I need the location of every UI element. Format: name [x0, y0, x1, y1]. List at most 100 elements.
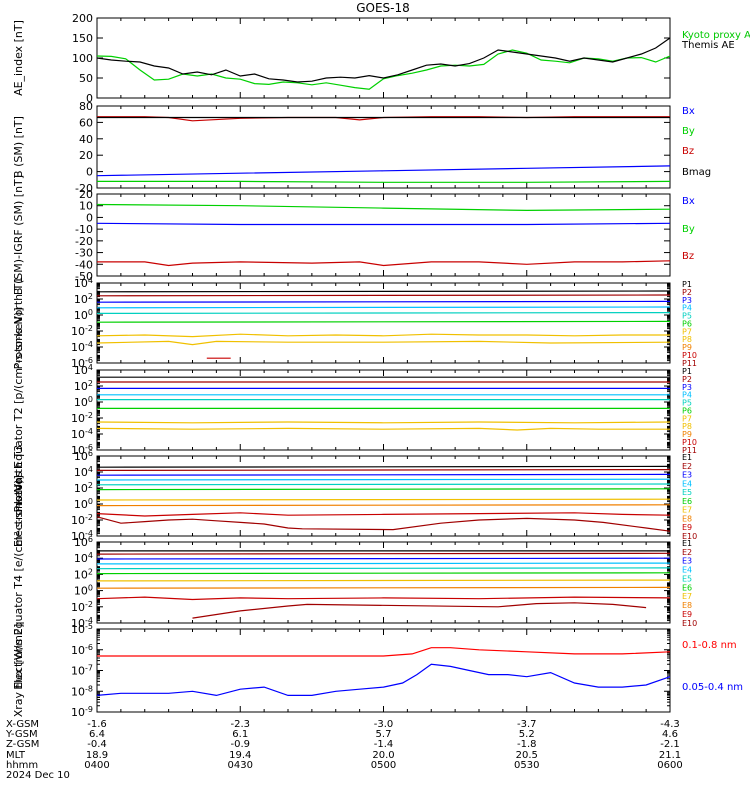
- y-tick-label: -20: [75, 235, 93, 248]
- series-line: [96, 512, 671, 517]
- y-axis-label: Xray flux [W/m2]: [12, 624, 25, 718]
- series-line: [96, 333, 670, 338]
- y-tick-label: 10-2: [71, 324, 93, 338]
- series-line: [96, 663, 671, 697]
- orbit-row-label: X-GSM: [6, 719, 39, 730]
- y-tick-label: 102: [74, 567, 93, 581]
- orbit-cell: 0530: [514, 760, 539, 771]
- legend-entry: Bz: [682, 146, 694, 157]
- y-tick-label: 0: [86, 211, 93, 224]
- legend-entry: E4: [682, 566, 692, 575]
- legend-entry: P2: [682, 375, 692, 384]
- series-line: [192, 602, 647, 619]
- legend-entry: P3: [682, 296, 692, 305]
- y-tick-label: 40: [79, 133, 93, 146]
- legend-entry: E3: [682, 557, 692, 566]
- series-line: [96, 567, 671, 570]
- legend-entry: P11: [682, 446, 697, 455]
- orbit-cell: 0400: [84, 760, 109, 771]
- y-tick-label: 10-2: [71, 513, 93, 527]
- series-line: [96, 516, 671, 532]
- y-axis-label: Electrons North T3: [12, 445, 25, 547]
- y-axis-label: Protons Equator T2 [p/(cm²-s-sr-keV)]: [12, 307, 25, 512]
- series-line: [96, 312, 671, 314]
- series-line: [96, 320, 671, 323]
- series-line: [96, 49, 671, 90]
- legend-entry: By: [682, 224, 695, 235]
- legend-entry: 0.1-0.8 nm: [682, 640, 737, 651]
- y-axis-label: Protons North T1: [12, 277, 25, 370]
- legend-entry: E5: [682, 574, 692, 583]
- series-line: [96, 498, 671, 501]
- orbit-cell: 4.6: [662, 729, 678, 740]
- series-line: [96, 552, 671, 555]
- panel-2: -20 0 20 40 60 80 B (SM) [nT] Bx By Bz Bmag: [12, 100, 711, 195]
- y-tick-label: 100: [74, 395, 93, 409]
- orbit-cell: 5.7: [376, 729, 392, 740]
- series-line: [96, 557, 671, 560]
- legend-entry: Bx: [682, 196, 695, 207]
- y-tick-label: 10-9: [71, 705, 93, 719]
- y-tick-label: 100: [74, 584, 93, 598]
- legend-entry: By: [682, 126, 695, 137]
- y-tick-label: 10-6: [71, 356, 93, 370]
- orbit-cell: -4.3: [660, 719, 680, 730]
- y-tick-label: 106: [74, 535, 93, 549]
- legend-entry: E1: [682, 539, 692, 548]
- legend-entry: Bz: [682, 251, 694, 262]
- y-tick-label: 10-4: [71, 529, 93, 543]
- legend-entry: Themis AE: [681, 40, 735, 51]
- legend-entry: P1: [682, 280, 692, 289]
- y-tick-label: -10: [75, 223, 93, 236]
- orbit-cell: 6.1: [232, 729, 248, 740]
- orbit-cell: -3.0: [374, 719, 394, 730]
- y-tick-label: 102: [74, 292, 93, 306]
- y-axis-label: AE_index [nT]: [12, 20, 25, 96]
- legend-entry: E7: [682, 592, 692, 601]
- series-line: [96, 478, 671, 481]
- orbit-cell: 20.0: [372, 750, 394, 761]
- y-tick-label: 104: [74, 551, 93, 565]
- legend-entry: P8: [682, 422, 692, 431]
- series-line: [96, 465, 671, 468]
- orbit-cell: -2.1: [660, 739, 680, 750]
- y-tick-label: 10-5: [71, 622, 93, 636]
- legend-entry: P11: [682, 359, 697, 368]
- legend-entry: P5: [682, 399, 692, 408]
- y-tick-label: 10: [79, 200, 93, 213]
- orbit-cell: -2.3: [230, 719, 250, 730]
- y-tick-label: 20: [79, 188, 93, 201]
- series-line: [96, 37, 671, 83]
- orbit-cell: 0600: [657, 760, 682, 771]
- orbit-row-label: Y-GSM: [5, 729, 38, 740]
- orbit-cell: -1.6: [87, 719, 107, 730]
- y-tick-label: 10-2: [71, 411, 93, 425]
- orbit-cell: 6.4: [89, 729, 105, 740]
- y-tick-label: 104: [74, 363, 93, 377]
- legend-entry: E8: [682, 601, 692, 610]
- legend-entry: E4: [682, 479, 692, 488]
- y-tick-label: 10-7: [71, 664, 93, 678]
- legend-entry: P9: [682, 343, 692, 352]
- y-tick-label: 0: [86, 166, 93, 179]
- y-tick-label: 80: [79, 100, 93, 113]
- series-line: [96, 203, 671, 212]
- y-tick-label: -30: [75, 247, 93, 260]
- series-line: [96, 488, 671, 491]
- series-line: [96, 469, 671, 471]
- orbit-cell: -0.9: [230, 739, 250, 750]
- y-tick-label: 100: [74, 308, 93, 322]
- legend-entry: P10: [682, 351, 697, 360]
- legend-entry: E9: [682, 523, 692, 532]
- legend-entry: P10: [682, 438, 697, 447]
- y-tick-label: 20: [79, 149, 93, 162]
- orbit-cell: 0500: [371, 760, 396, 771]
- series-line: [96, 165, 671, 177]
- series-line: [96, 596, 671, 601]
- legend-entry: P4: [682, 391, 692, 400]
- legend-entry: Bx: [682, 106, 695, 117]
